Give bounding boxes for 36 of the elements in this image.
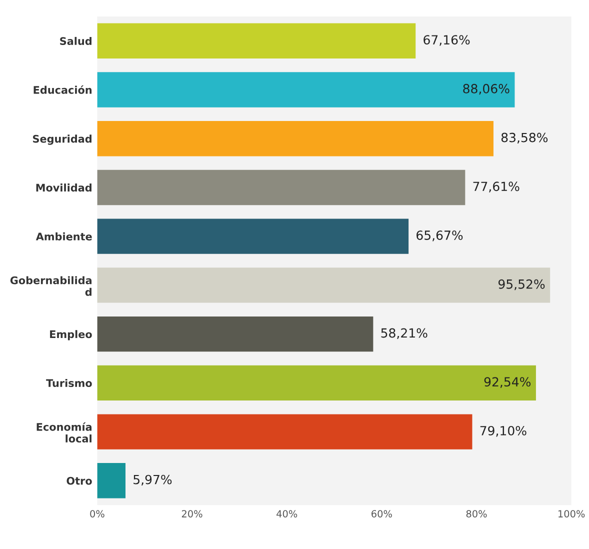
bar	[97, 463, 126, 498]
data-label: 58,21%	[381, 328, 428, 339]
y-tick-label: Salud	[60, 36, 92, 46]
data-label: 95,52%	[498, 279, 545, 290]
y-tick-label: Gobernabilida d	[10, 276, 92, 296]
x-tick-label: 20%	[182, 510, 202, 518]
data-label: 65,67%	[416, 230, 463, 242]
y-tick-label: Seguridad	[32, 134, 92, 145]
x-tick-label: 80%	[466, 510, 487, 518]
y-tick-label: Empleo	[50, 330, 92, 340]
bar	[97, 72, 515, 108]
y-tick-label: Economía local	[36, 422, 92, 443]
bar	[97, 414, 472, 450]
bar	[97, 268, 550, 303]
x-tick-label: 100%	[558, 510, 585, 518]
bar	[97, 170, 466, 206]
x-tick-label: 40%	[276, 510, 298, 518]
y-tick-label: Turismo	[46, 378, 92, 388]
data-label: 92,54%	[484, 377, 531, 388]
bar	[97, 365, 536, 401]
bar	[97, 316, 374, 352]
x-tick-label: 60%	[372, 510, 392, 518]
data-label: 5,97%	[134, 474, 172, 486]
bar	[97, 121, 494, 156]
x-tick-label: 0%	[90, 510, 104, 518]
data-label: 77,61%	[473, 182, 520, 192]
data-label: 83,58%	[501, 132, 548, 144]
data-label: 88,06%	[463, 84, 510, 95]
data-label: 67,16%	[424, 35, 470, 46]
bar	[97, 23, 416, 58]
data-label: 79,10%	[480, 426, 526, 437]
y-tick-label: Educación	[34, 85, 92, 94]
bar	[97, 218, 409, 254]
y-tick-label: Otro	[66, 476, 92, 485]
y-tick-label: Ambiente	[36, 232, 92, 240]
y-tick-label: Movilidad	[36, 184, 92, 192]
